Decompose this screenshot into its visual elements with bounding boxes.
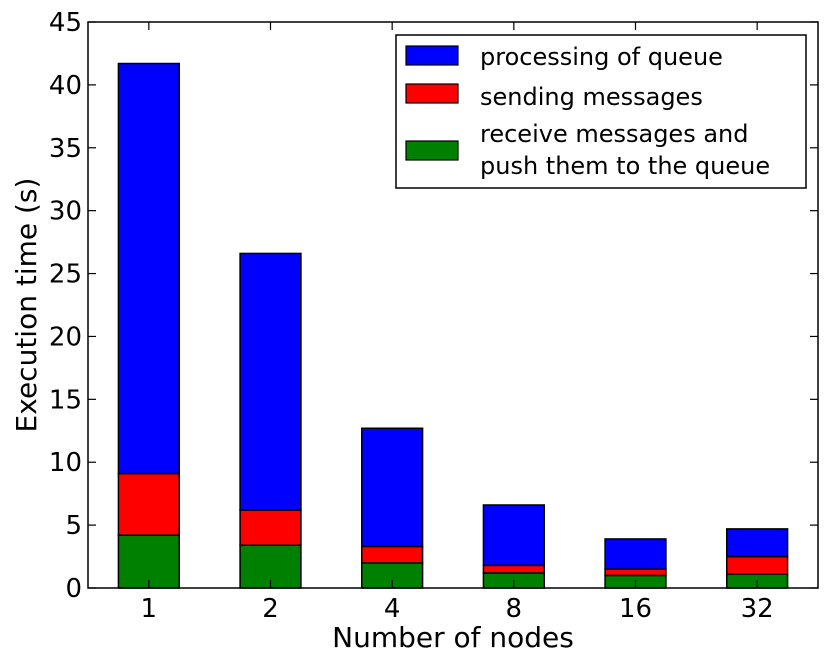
bar-segment-4-series-2 — [361, 427, 424, 548]
bar-segment-16-series-2 — [604, 538, 667, 570]
y-tick-label: 30 — [49, 197, 82, 227]
x-tick-label: 32 — [741, 594, 774, 624]
y-tick-label: 25 — [49, 260, 82, 290]
legend-label: receive messages and — [480, 120, 748, 148]
bar-segment-2-series-1 — [239, 509, 302, 546]
y-tick-label: 45 — [49, 8, 82, 38]
y-tick-label: 40 — [49, 71, 82, 101]
legend-swatch — [405, 83, 459, 104]
legend: processing of queue sending messages recei… — [395, 34, 807, 189]
x-axis: 1 2 4 8 16 32 — [141, 22, 774, 624]
y-tick-label: 5 — [65, 511, 82, 541]
x-tick-label: 2 — [262, 594, 279, 624]
x-tick-label: 1 — [141, 594, 158, 624]
bar-segment-8-series-1 — [482, 564, 545, 574]
y-tick-label: 15 — [49, 385, 82, 415]
y-tick-label: 0 — [65, 574, 82, 604]
x-tick-label: 16 — [619, 594, 652, 624]
plot-area-frame — [87, 21, 819, 589]
x-tick-label: 4 — [384, 594, 401, 624]
legend-label: processing of queue — [480, 43, 723, 71]
bar-segment-4-series-1 — [361, 545, 424, 564]
legend-box — [395, 34, 807, 189]
legend-label: push them to the queue — [480, 152, 770, 180]
y-axis-title: Execution time (s) — [10, 178, 43, 433]
bar-segment-2-series-2 — [239, 252, 302, 511]
bar-segment-1-series-1 — [117, 472, 180, 536]
legend-swatch — [405, 140, 459, 161]
x-tick-label: 8 — [506, 594, 523, 624]
y-axis: 0 5 10 15 20 25 30 35 40 45 — [49, 8, 818, 604]
bar-segment-1-series-2 — [117, 62, 180, 475]
bar-segment-8-series-2 — [482, 504, 545, 567]
y-tick-label: 35 — [49, 134, 82, 164]
legend-label: sending messages — [480, 83, 703, 111]
bars-layer — [117, 62, 789, 589]
legend-swatch — [405, 45, 459, 66]
y-tick-label: 20 — [49, 322, 82, 352]
bar-segment-16-series-1 — [604, 568, 667, 577]
y-tick-label: 10 — [49, 448, 82, 478]
bar-segment-32-series-2 — [726, 528, 789, 558]
bar-segment-1-series-0 — [117, 534, 180, 589]
bar-segment-32-series-1 — [726, 555, 789, 575]
x-axis-title: Number of nodes — [332, 621, 574, 654]
